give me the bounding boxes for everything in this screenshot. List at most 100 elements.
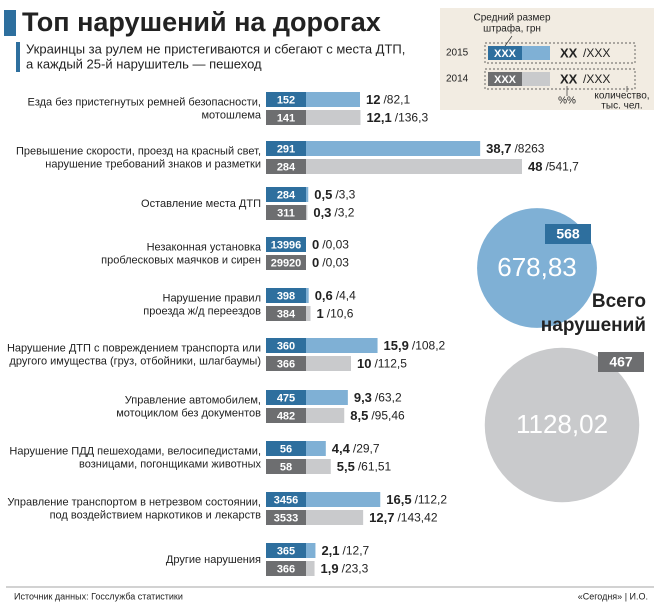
bar: [306, 459, 331, 474]
fine-label: 152: [277, 94, 295, 106]
value-label: 5,5: [337, 459, 355, 474]
total-label: 678,83: [497, 252, 577, 282]
count-label: /95,46: [371, 409, 405, 423]
fine-label: 13996: [271, 239, 302, 251]
category-label: Другие нарушения: [166, 554, 261, 566]
fine-box: [266, 408, 306, 423]
value-label: 1,9: [321, 561, 339, 576]
category-label: Езда без пристегнутых ремней безопасност…: [27, 96, 261, 108]
fine-box: [266, 338, 306, 353]
count-label: /10,6: [327, 307, 354, 321]
category-label: Нарушение ПДД пешеходами, велосипедистам…: [9, 445, 261, 457]
category-label: мотоциклом без документов: [116, 407, 261, 419]
legend-fine-box: [488, 46, 522, 60]
bar: [306, 338, 378, 353]
legend-count-sample: /XXX: [583, 46, 610, 60]
category-label: Превышение скорости, проезд на красный с…: [16, 145, 261, 157]
value-label: 48: [528, 159, 542, 174]
bar: [306, 492, 381, 507]
count-label: /0,03: [322, 256, 349, 270]
fine-label: 311: [277, 207, 295, 219]
category-label: Нарушение ДТП с повреждением транспорта …: [7, 342, 261, 354]
legend-year: 2015: [446, 48, 469, 59]
value-label: 12,1: [366, 110, 391, 125]
category-label: проблесковых маячков и сирен: [101, 254, 261, 266]
title-marker: [4, 10, 16, 36]
fine-label: 475: [277, 392, 295, 404]
count-label: /108,2: [412, 339, 446, 353]
legend-fine-sample: XXX: [494, 74, 517, 86]
legend-text: тыс. чел.: [601, 101, 642, 112]
fine-label: 365: [277, 545, 295, 557]
count-label: /3,2: [334, 206, 354, 220]
count-label: /136,3: [395, 111, 429, 125]
total-fine-box: [598, 352, 644, 372]
count-label: /63,2: [375, 391, 402, 405]
value-label: 1: [317, 306, 324, 321]
count-label: /23,3: [342, 562, 369, 576]
value-label: 10: [357, 356, 371, 371]
fine-label: 291: [277, 143, 295, 155]
total-fine: 568: [556, 226, 580, 242]
legend-value-sample: XX: [560, 45, 578, 60]
count-label: /61,51: [358, 460, 392, 474]
count-label: /112,5: [374, 357, 407, 371]
category-label: Управление автомобилем,: [125, 394, 261, 406]
legend-fine-box: [488, 72, 522, 86]
fine-box: [266, 187, 306, 202]
count-label: /82,1: [383, 93, 410, 107]
value-label: 4,4: [332, 441, 351, 456]
legend-text: %%: [558, 96, 576, 107]
bar: [306, 306, 311, 321]
fine-box: [266, 356, 306, 371]
fine-label: 141: [277, 112, 295, 124]
legend-year: 2014: [446, 74, 469, 85]
subtitle: Украинцы за рулем не пристегиваются и сб…: [26, 41, 405, 56]
fine-label: 29920: [271, 257, 302, 269]
fine-box: [266, 510, 306, 525]
fine-box: [266, 92, 306, 107]
category-label: Нарушение правил: [163, 292, 262, 304]
fine-box: [266, 492, 306, 507]
totals-title: Всего: [592, 291, 646, 312]
category-label: нарушение требований знаков и разметки: [45, 158, 261, 170]
bar: [306, 543, 316, 558]
fine-box: [266, 159, 306, 174]
legend-value-sample: XX: [560, 71, 578, 86]
fine-label: 3456: [274, 494, 298, 506]
count-label: /8263: [514, 142, 544, 156]
value-label: 38,7: [486, 141, 511, 156]
legend-text: Средний размер: [473, 13, 550, 24]
category-label: возницами, погонщиками животных: [79, 458, 261, 470]
bar: [306, 159, 522, 174]
count-label: /112,2: [415, 493, 448, 507]
fine-label: 360: [277, 340, 295, 352]
value-label: 16,5: [386, 492, 411, 507]
value-label: 0,5: [314, 187, 332, 202]
count-label: /143,42: [397, 511, 437, 525]
fine-label: 366: [277, 358, 295, 370]
fine-box: [266, 205, 306, 220]
bar: [306, 141, 481, 156]
fine-label: 56: [280, 443, 292, 455]
bar: [306, 288, 309, 303]
fine-label: 3533: [274, 512, 298, 524]
fine-box: [266, 561, 306, 576]
fine-box: [266, 237, 306, 252]
count-label: /12,7: [343, 544, 370, 558]
total-bubble: [484, 347, 640, 503]
fine-label: 366: [277, 563, 295, 575]
legend-frame: [484, 42, 636, 64]
fine-box: [266, 390, 306, 405]
totals-title: нарушений: [541, 315, 646, 336]
bar: [306, 187, 309, 202]
fine-box: [266, 306, 306, 321]
fine-label: 398: [277, 290, 295, 302]
fine-box: [266, 110, 306, 125]
value-label: 0,6: [315, 288, 333, 303]
chart-title: Топ нарушений на дорогах: [22, 7, 381, 37]
fine-label: 384: [277, 308, 296, 320]
count-label: /3,3: [335, 188, 355, 202]
subtitle: а каждый 25-й нарушитель — пешеход: [26, 56, 262, 71]
